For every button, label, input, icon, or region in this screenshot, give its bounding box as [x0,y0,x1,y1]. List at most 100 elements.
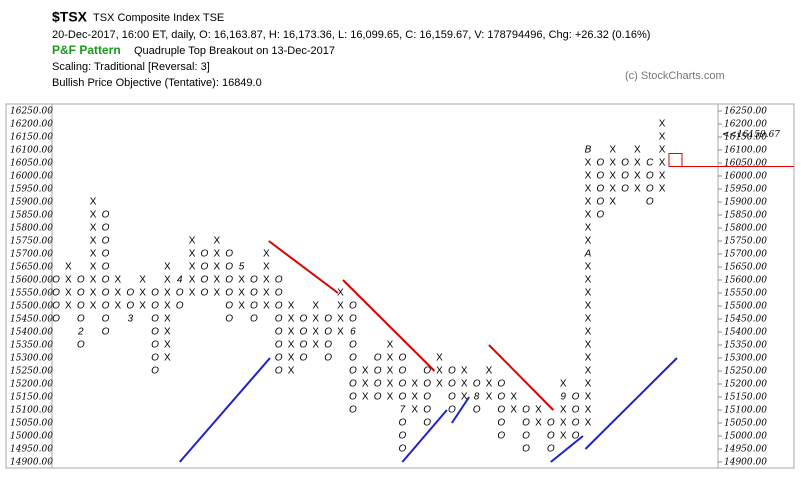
o-box: O [349,392,357,403]
x-box: X [585,223,592,234]
o-box: O [275,288,283,299]
o-box: O [151,340,159,351]
trend-line [401,409,448,463]
x-box: X [213,275,220,286]
o-box: O [225,262,233,273]
y-tick-label-right: 15150.00 [724,393,767,403]
y-tick-label-right: 15100.00 [724,406,767,416]
x-box: X [585,340,592,351]
o-box: O [646,197,654,208]
x-box: X [213,262,220,273]
x-box: X [238,288,245,299]
month-marker: 2 [77,327,84,338]
last-price-label: <<16159.67 [722,130,780,140]
o-box: O [374,379,382,390]
x-box: X [634,145,641,156]
o-box: O [497,392,505,403]
o-box: O [102,288,110,299]
month-marker: A [584,249,592,260]
month-marker: 5 [239,262,245,273]
o-box: O [275,366,283,377]
o-box: O [225,288,233,299]
o-box: O [102,275,110,286]
x-box: X [238,301,245,312]
x-box: X [461,392,468,403]
o-box: O [225,249,233,260]
y-tick-label: 15000.00 [10,432,53,442]
o-box: O [349,340,357,351]
o-box: O [77,314,85,325]
x-box: X [659,184,666,195]
o-box: O [300,327,308,338]
x-box: X [263,275,270,286]
y-tick-label-right: 16200.00 [724,120,767,130]
x-box: X [585,301,592,312]
o-box: O [349,379,357,390]
x-box: X [164,314,171,325]
o-box: O [572,431,580,442]
o-box: O [151,327,159,338]
y-tick-label-right: 15800.00 [724,224,767,234]
y-tick-label-right: 15850.00 [724,211,767,221]
x-box: X [486,392,493,403]
y-tick-label-right: 15300.00 [724,354,767,364]
o-box: O [621,158,629,169]
y-tick-label-right: 15550.00 [724,289,767,299]
o-box: O [52,275,60,286]
x-box: X [238,275,245,286]
o-box: O [596,158,604,169]
o-box: O [52,288,60,299]
x-box: X [337,327,344,338]
x-box: X [609,197,616,208]
o-box: O [176,288,184,299]
y-tick-label-right: 15600.00 [724,276,767,286]
x-box: X [585,418,592,429]
pattern: Quadruple Top Breakout on 13-Dec-2017 [134,45,335,57]
o-box: O [349,314,357,325]
frame [5,103,795,469]
x-box: X [585,184,592,195]
y-tick-label-right: 15400.00 [724,328,767,338]
o-box: O [275,301,283,312]
y-tick-label-right: 15200.00 [724,380,767,390]
o-box: O [102,236,110,247]
x-box: X [585,327,592,338]
month-marker: B [585,145,592,156]
x-box: X [461,366,468,377]
o-box: O [448,392,456,403]
x-box: X [609,158,616,169]
x-box: X [164,288,171,299]
o-box: O [102,327,110,338]
o-box: O [225,275,233,286]
o-box: O [102,314,110,325]
o-box: O [497,379,505,390]
o-box: O [201,288,209,299]
o-box: O [572,418,580,429]
o-box: O [522,418,530,429]
o-box: O [151,288,159,299]
o-box: O [201,275,209,286]
month-marker: 8 [474,392,480,403]
pattern-label: P&F Pattern [52,43,121,57]
o-box: O [250,314,258,325]
y-tick-label: 15050.00 [10,419,53,429]
x-box: X [288,327,295,338]
x-box: X [411,405,418,416]
x-box: X [263,301,270,312]
scaling: Scaling: Traditional [Reversal: 3] [52,61,210,73]
x-box: X [90,249,97,260]
o-box: O [275,275,283,286]
objective: Bullish Price Objective (Tentative): 168… [52,77,262,89]
month-marker: 6 [350,327,356,338]
o-box: O [300,353,308,364]
y-tick-label-right: 16150.00 [724,133,767,143]
y-tick-label: 16100.00 [10,146,53,156]
o-box: O [126,288,134,299]
o-box: O [201,249,209,260]
x-box: X [213,288,220,299]
y-tick-label-right: 16250.00 [724,107,767,117]
o-box: O [225,301,233,312]
y-tick-label-right: 15000.00 [724,432,767,442]
y-tick-label-right: 14900.00 [724,458,767,468]
